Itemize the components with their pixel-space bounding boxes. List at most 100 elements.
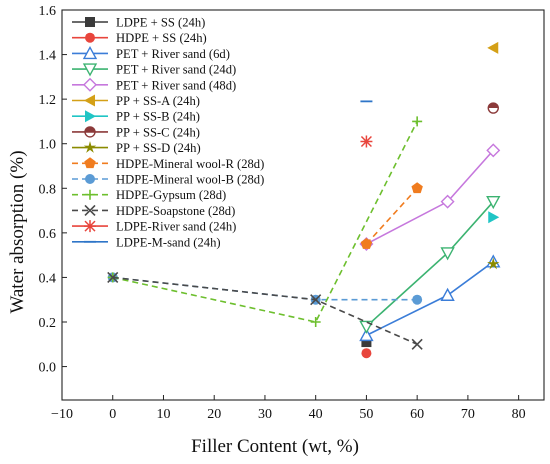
data-point xyxy=(487,102,499,114)
y-tick-label: 1.4 xyxy=(39,49,57,64)
y-tick-label: 1.0 xyxy=(39,138,57,153)
series-line xyxy=(366,261,494,337)
y-tick-label: 1.2 xyxy=(39,93,57,108)
legend-marker xyxy=(83,77,97,92)
series-line xyxy=(365,187,418,245)
data-point xyxy=(486,143,501,158)
series-14 xyxy=(360,135,373,148)
legend-label: HDPE-Soapstone (28d) xyxy=(116,204,235,218)
y-axis-label: Water absorption (%) xyxy=(7,150,28,314)
data-point xyxy=(487,257,500,270)
legend-item: LDPE + SS (24h) xyxy=(72,16,205,30)
legend-item: PP + SS-D (24h) xyxy=(72,141,201,155)
y-tick-label: 0.6 xyxy=(39,227,57,242)
legend-marker xyxy=(84,204,96,216)
x-tick-label: 20 xyxy=(207,407,221,422)
x-tick-label: 80 xyxy=(512,407,526,422)
legend-item: HDPE-Mineral wool-B (28d) xyxy=(72,173,264,187)
legend-marker xyxy=(84,94,95,107)
series-5 xyxy=(359,143,501,251)
series-2 xyxy=(361,348,372,359)
data-point xyxy=(360,238,373,249)
legend-label: PET + River sand (24d) xyxy=(116,63,236,77)
legend-item: PET + River sand (6d) xyxy=(72,45,230,61)
legend-label: HDPE-Mineral wool-B (28d) xyxy=(116,173,264,187)
data-point xyxy=(488,211,500,224)
legend-label: HDPE-Gypsum (28d) xyxy=(116,188,226,202)
x-tick-label: 70 xyxy=(461,407,475,422)
series-1 xyxy=(361,337,372,348)
series-11 xyxy=(107,272,423,305)
x-tick-label: 60 xyxy=(410,407,424,422)
x-tick-label: −10 xyxy=(51,407,73,422)
legend-label: PET + River sand (6d) xyxy=(116,47,230,61)
series-8 xyxy=(487,102,499,114)
data-point-ring xyxy=(487,102,499,114)
legend-item: HDPE-Soapstone (28d) xyxy=(72,204,235,218)
legend-item: HDPE + SS (24h) xyxy=(72,31,207,45)
data-point xyxy=(310,294,322,306)
legend-item: LDPE-M-sand (24h) xyxy=(72,235,221,249)
y-tick-label: 1.6 xyxy=(39,4,57,19)
legend-label: PET + River sand (48d) xyxy=(116,78,236,92)
x-tick-label: 0 xyxy=(109,407,116,422)
data-point xyxy=(310,317,321,327)
legend-marker xyxy=(83,141,97,153)
legend-label: LDPE + SS (24h) xyxy=(116,16,205,30)
data-point xyxy=(360,135,373,148)
legend: LDPE + SS (24h)HDPE + SS (24h) PET + Rive… xyxy=(72,16,264,249)
legend-marker xyxy=(84,220,96,233)
legend-marker xyxy=(85,174,95,184)
y-tick-label: 0.0 xyxy=(39,361,57,376)
data-point xyxy=(361,348,372,359)
legend-item: PET + River sand (48d) xyxy=(72,77,236,92)
series-line xyxy=(112,276,418,301)
y-tick-label: 0.2 xyxy=(39,316,57,331)
y-tick-label: 0.8 xyxy=(39,182,57,197)
legend-marker xyxy=(85,110,96,123)
legend-marker xyxy=(84,126,96,138)
legend-marker-ring xyxy=(84,126,96,138)
legend-label: HDPE + SS (24h) xyxy=(116,31,207,45)
data-point xyxy=(440,247,455,261)
legend-marker xyxy=(85,17,95,27)
series-7 xyxy=(488,211,500,224)
legend-item: LDPE-River sand (24h) xyxy=(72,220,236,234)
legend-label: HDPE-Mineral wool-R (28d) xyxy=(116,157,264,171)
data-point xyxy=(359,320,374,334)
data-point xyxy=(440,194,455,209)
data-point xyxy=(361,337,372,348)
x-tick-label: 10 xyxy=(156,407,170,422)
series-9 xyxy=(487,257,500,270)
x-tick-label: 40 xyxy=(309,407,323,422)
legend-marker xyxy=(84,157,96,169)
series-6 xyxy=(487,41,499,54)
data-point xyxy=(411,338,423,350)
series-line xyxy=(366,149,494,245)
legend-label: LDPE-River sand (24h) xyxy=(116,220,236,234)
x-axis-label: Filler Content (wt, %) xyxy=(191,436,359,457)
series-10 xyxy=(360,182,423,249)
legend-item: HDPE-Mineral wool-R (28d) xyxy=(72,157,264,171)
legend-label: PP + SS-D (24h) xyxy=(116,141,201,155)
data-point xyxy=(412,116,423,127)
series-4 xyxy=(359,195,501,334)
legend-marker xyxy=(82,45,98,60)
x-tick-label: 50 xyxy=(359,407,373,422)
legend-item: PP + SS-A (24h) xyxy=(72,94,200,108)
legend-label: PP + SS-B (24h) xyxy=(116,110,200,124)
x-tick-label: 30 xyxy=(258,407,272,422)
data-point xyxy=(359,327,374,342)
plot-frame xyxy=(61,9,545,401)
series-line xyxy=(365,201,494,328)
legend-label: PP + SS-A (24h) xyxy=(116,94,200,108)
y-tick-label: 0.4 xyxy=(39,271,57,286)
legend-item: HDPE-Gypsum (28d) xyxy=(72,188,226,202)
legend-item: PP + SS-C (24h) xyxy=(72,125,200,139)
data-point xyxy=(411,182,423,194)
legend-marker xyxy=(85,189,95,200)
data-point xyxy=(486,195,501,210)
data-point xyxy=(440,287,455,301)
